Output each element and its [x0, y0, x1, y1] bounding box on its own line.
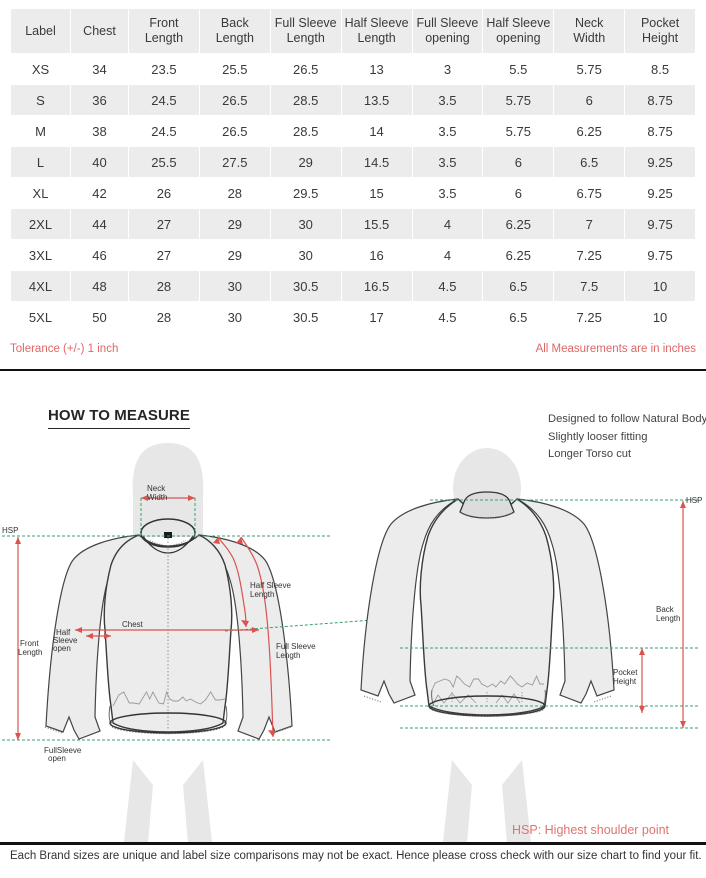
svg-text:Length: Length	[18, 648, 42, 657]
svg-text:HSP: HSP	[2, 526, 18, 535]
svg-text:Pocket: Pocket	[613, 668, 638, 677]
svg-text:HSP: HSP	[686, 496, 702, 505]
svg-text:Width: Width	[147, 493, 167, 502]
svg-text:Length: Length	[276, 651, 300, 660]
svg-text:Chest: Chest	[122, 620, 144, 629]
svg-text:Height: Height	[613, 677, 637, 686]
svg-text:Length: Length	[656, 614, 680, 623]
svg-text:Half Sleeve: Half Sleeve	[250, 581, 291, 590]
svg-text:open: open	[48, 754, 66, 763]
svg-text:Back: Back	[656, 605, 675, 614]
svg-text:open: open	[53, 644, 71, 653]
svg-text:Front: Front	[20, 639, 39, 648]
svg-text:Length: Length	[250, 590, 274, 599]
svg-text:Neck: Neck	[147, 484, 166, 493]
svg-text:Full Sleeve: Full Sleeve	[276, 642, 316, 651]
